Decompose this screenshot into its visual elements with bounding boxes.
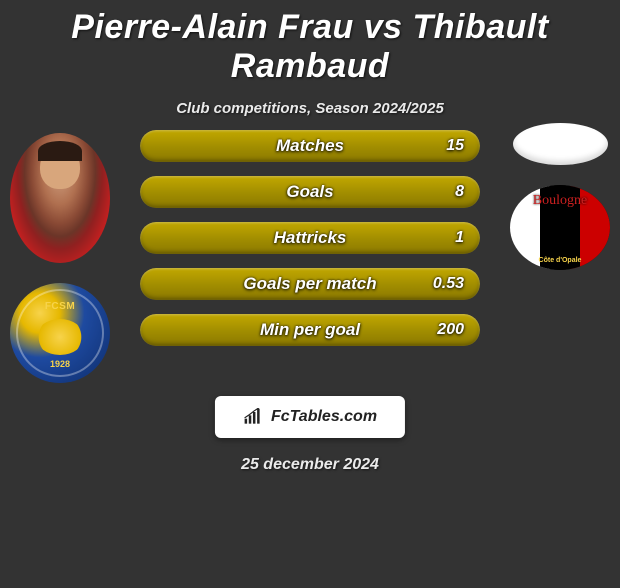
- stat-bar-hattricks: Hattricks 1: [140, 222, 480, 254]
- player2-club-badge: Boulogne Côte d'Opale: [510, 185, 610, 270]
- stat-bar-goals: Goals 8: [140, 176, 480, 208]
- player1-club-badge: FCSM 1928: [10, 283, 110, 383]
- stat-bar-goals-per-match: Goals per match 0.53: [140, 268, 480, 300]
- brand-chart-icon: [243, 408, 263, 426]
- player1-name: Pierre-Alain Frau: [71, 8, 353, 46]
- club1-lion-icon: [36, 319, 84, 355]
- stat-bar-value: 200: [437, 321, 464, 339]
- stat-bar-label: Min per goal: [260, 320, 360, 340]
- vs-text: vs: [364, 8, 403, 46]
- page-title: Pierre-Alain Frau vs Thibault Rambaud: [0, 8, 620, 86]
- brand-text: FcTables.com: [271, 408, 377, 426]
- stat-bar-label: Goals per match: [243, 274, 376, 294]
- stat-bar-min-per-goal: Min per goal 200: [140, 314, 480, 346]
- right-avatar-column: Boulogne Côte d'Opale: [510, 123, 610, 270]
- club2-label: Côte d'Opale: [510, 257, 610, 264]
- date-text: 25 december 2024: [241, 456, 379, 474]
- player1-avatar: [10, 133, 110, 263]
- club1-code: FCSM: [10, 301, 110, 312]
- stat-bar-matches: Matches 15: [140, 130, 480, 162]
- left-avatar-column: FCSM 1928: [10, 133, 110, 383]
- stat-bar-label: Goals: [286, 182, 333, 202]
- stat-bars: Matches 15 Goals 8 Hattricks 1 Goals per…: [140, 130, 480, 346]
- stat-bar-value: 0.53: [433, 275, 464, 293]
- stat-bar-value: 1: [455, 229, 464, 247]
- stat-bar-label: Matches: [276, 136, 344, 156]
- stat-bar-value: 15: [446, 137, 464, 155]
- club1-year: 1928: [10, 359, 110, 369]
- subtitle-text: Club competitions, Season 2024/2025: [0, 100, 620, 117]
- stat-bar-label: Hattricks: [274, 228, 347, 248]
- brand-badge-link[interactable]: FcTables.com: [215, 396, 405, 438]
- club2-script: Boulogne: [510, 193, 610, 209]
- stat-bar-value: 8: [455, 183, 464, 201]
- player2-avatar-placeholder: [513, 123, 608, 165]
